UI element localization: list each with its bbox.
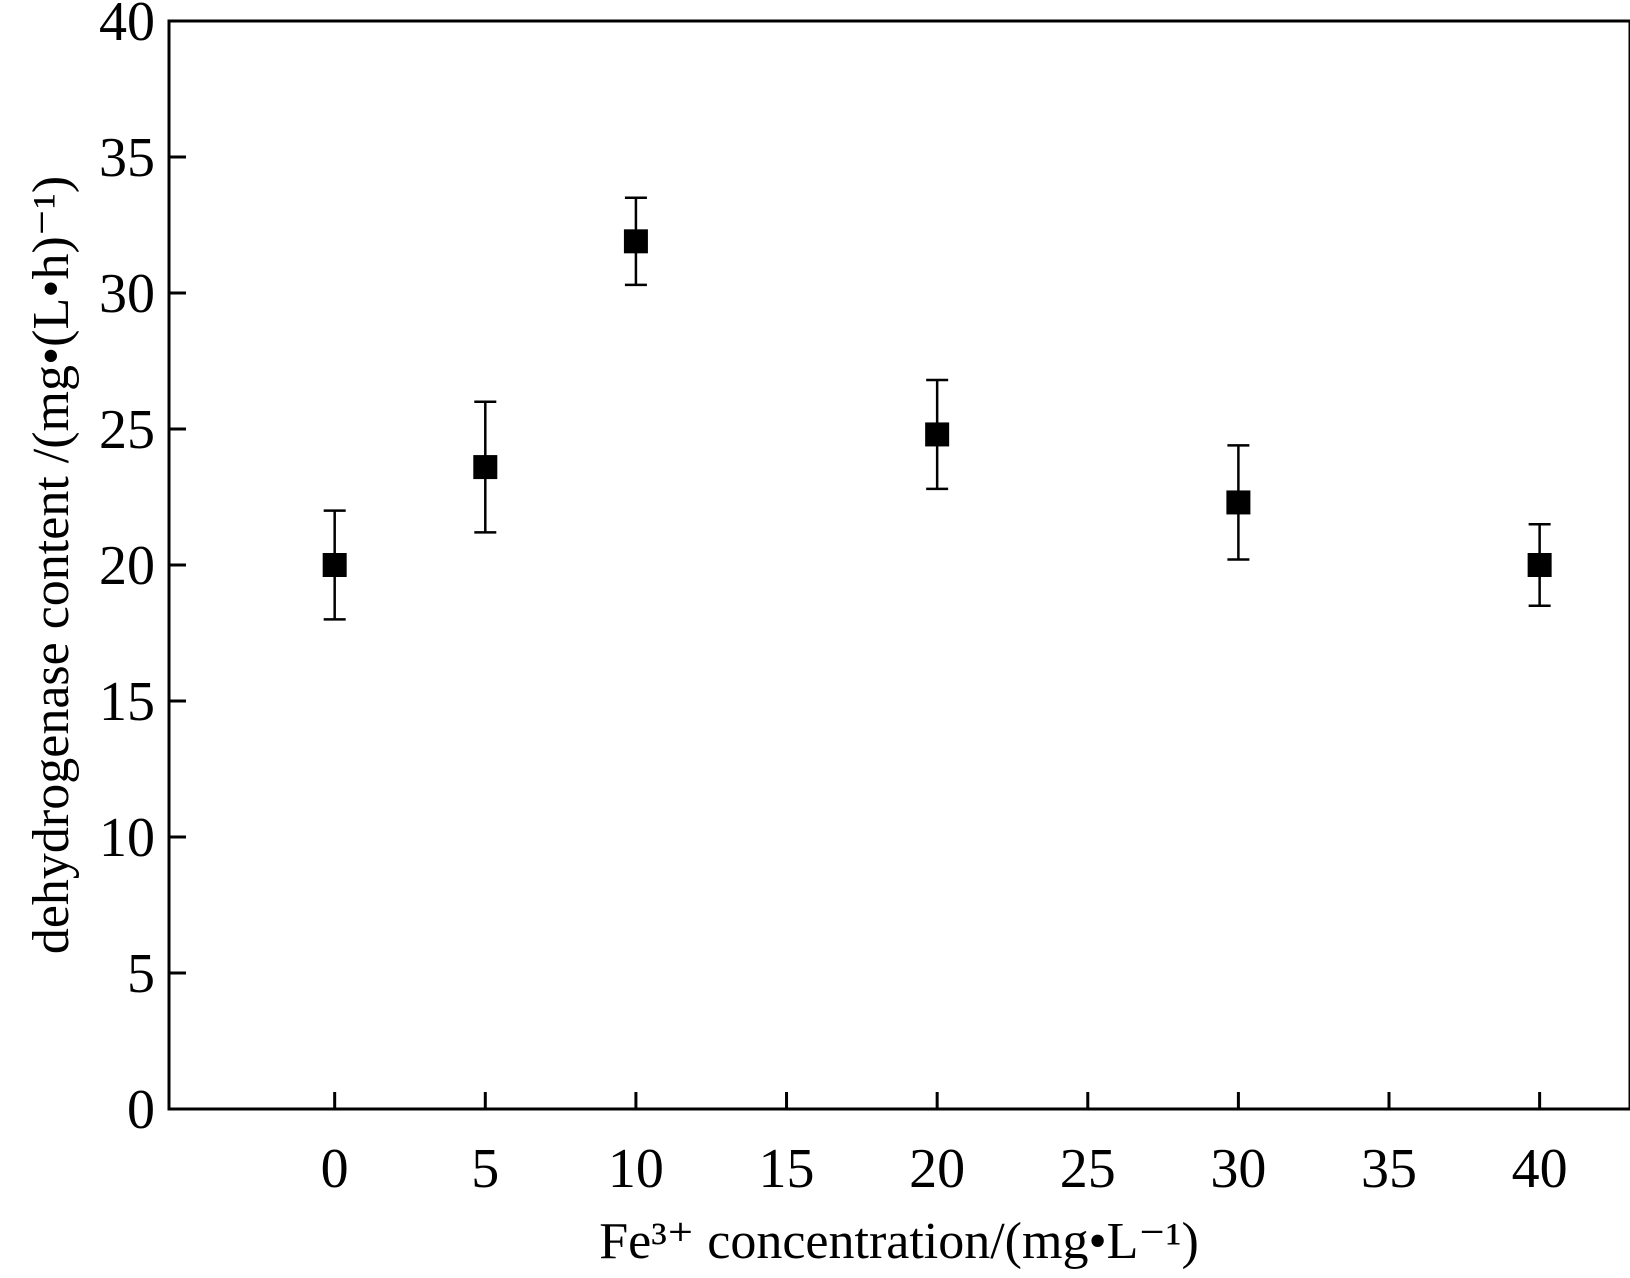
- y-tick-label: 40: [99, 0, 155, 53]
- x-tick-label: 15: [759, 1138, 815, 1200]
- y-axis-label: dehydrogenase content /(mg•(L•h)⁻¹): [23, 176, 80, 954]
- y-tick-label: 25: [99, 399, 155, 461]
- x-tick-label: 20: [909, 1138, 965, 1200]
- plot-frame: [167, 19, 1630, 1111]
- x-axis-label: Fe³⁺ concentration/(mg•L⁻¹): [599, 1213, 1199, 1270]
- x-tick-label: 40: [1512, 1138, 1568, 1200]
- y-tick-label: 0: [127, 1079, 155, 1141]
- y-tick-label: 35: [99, 127, 155, 189]
- y-tick-label: 5: [127, 943, 155, 1005]
- data-point-marker: [925, 422, 950, 447]
- x-tick-label: 25: [1060, 1138, 1116, 1200]
- x-axis-ticks: 0 5 10 15 20 25 30 35 40: [321, 1092, 1568, 1200]
- y-tick-label: 15: [99, 671, 155, 733]
- x-tick-label: 30: [1210, 1138, 1266, 1200]
- y-axis-ticks: 0 5 10 15 20 25 30 35 40: [99, 0, 186, 1141]
- y-tick-label: 20: [99, 535, 155, 597]
- y-tick-label: 10: [99, 807, 155, 869]
- x-tick-label: 5: [471, 1138, 499, 1200]
- data-point-marker: [623, 229, 648, 254]
- y-tick-label: 30: [99, 263, 155, 325]
- x-tick-label: 10: [608, 1138, 664, 1200]
- x-tick-label: 35: [1361, 1138, 1417, 1200]
- data-point-marker: [1226, 490, 1251, 515]
- data-point-marker: [322, 553, 347, 577]
- data-points: [322, 196, 1552, 621]
- data-point-marker: [1527, 553, 1552, 577]
- x-tick-label: 0: [321, 1138, 349, 1200]
- data-point-marker: [473, 455, 498, 480]
